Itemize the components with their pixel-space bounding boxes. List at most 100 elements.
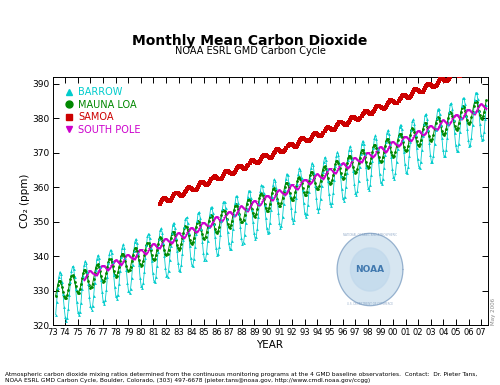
Point (238, 241, 246, 247)
Text: U.S. DEPARTMENT OF COMMERCE: U.S. DEPARTMENT OF COMMERCE (347, 302, 393, 306)
Point (452, 142, 460, 148)
Point (394, 143, 402, 149)
Point (126, 290, 134, 296)
Point (186, 184, 194, 191)
Point (392, 149, 400, 155)
Point (52, 298, 60, 305)
Point (318, 132, 326, 138)
Point (148, 241, 156, 247)
Point (296, 165, 304, 171)
Point (338, 174, 345, 180)
Point (248, 157, 256, 163)
Point (258, 182, 266, 188)
Point (338, 176, 346, 182)
Point (200, 234, 207, 241)
Point (130, 248, 138, 254)
Point (269, 197, 277, 203)
Point (416, 129, 424, 135)
Point (182, 216, 190, 222)
Point (280, 189, 287, 195)
Point (54, 281, 62, 288)
Point (384, 127, 392, 133)
Point (340, 175, 348, 181)
Point (56, 269, 64, 275)
Point (366, 182, 374, 188)
Point (352, 192, 360, 198)
Point (423, 82, 431, 88)
Point (236, 216, 244, 222)
Point (110, 259, 118, 265)
Point (186, 184, 194, 191)
Point (334, 166, 342, 172)
Point (316, 196, 324, 202)
Point (137, 283, 145, 289)
Point (260, 201, 268, 207)
Point (88, 268, 96, 275)
Point (184, 227, 192, 233)
Point (250, 213, 258, 219)
Point (387, 140, 395, 146)
Point (286, 141, 294, 147)
Point (204, 238, 212, 244)
Point (131, 245, 139, 251)
Point (446, 110, 454, 116)
Point (256, 158, 264, 164)
Point (383, 130, 391, 136)
Point (253, 160, 261, 166)
Point (342, 122, 349, 128)
Point (120, 253, 128, 259)
Point (322, 125, 330, 131)
Point (420, 122, 428, 128)
Point (278, 149, 286, 155)
Point (468, 109, 476, 115)
Point (232, 201, 240, 208)
Point (372, 142, 380, 148)
Point (412, 132, 420, 138)
Point (383, 136, 391, 142)
Point (262, 208, 270, 214)
Point (428, 159, 436, 165)
Point (130, 248, 138, 254)
Point (209, 217, 217, 223)
Point (162, 252, 170, 258)
Point (352, 116, 360, 122)
Point (347, 115, 355, 121)
Point (273, 146, 281, 152)
Point (196, 215, 204, 221)
Point (238, 219, 246, 225)
Point (314, 186, 322, 192)
Point (246, 158, 254, 164)
Point (410, 129, 418, 135)
Point (86, 282, 94, 288)
Point (122, 263, 130, 269)
Point (368, 110, 376, 117)
Point (269, 182, 277, 188)
Point (376, 103, 384, 109)
Point (307, 169, 315, 175)
Point (202, 257, 209, 263)
Point (232, 167, 240, 173)
Point (381, 152, 389, 158)
Point (148, 256, 156, 262)
Point (163, 197, 171, 203)
Point (158, 197, 166, 203)
Point (244, 163, 252, 169)
Point (314, 205, 322, 211)
Point (343, 170, 351, 176)
Point (259, 152, 267, 159)
Point (285, 186, 293, 192)
Text: NOAA ESRL GMD Carbon Cycle: NOAA ESRL GMD Carbon Cycle (174, 46, 326, 56)
Point (280, 201, 287, 208)
Point (192, 224, 200, 230)
Point (256, 191, 264, 198)
Point (318, 172, 326, 178)
Point (95, 255, 103, 261)
Point (434, 105, 442, 112)
Point (236, 224, 244, 230)
Point (246, 160, 254, 166)
Point (222, 216, 230, 222)
Point (298, 136, 306, 142)
Point (106, 256, 114, 262)
Point (57, 271, 65, 277)
Point (479, 102, 487, 109)
